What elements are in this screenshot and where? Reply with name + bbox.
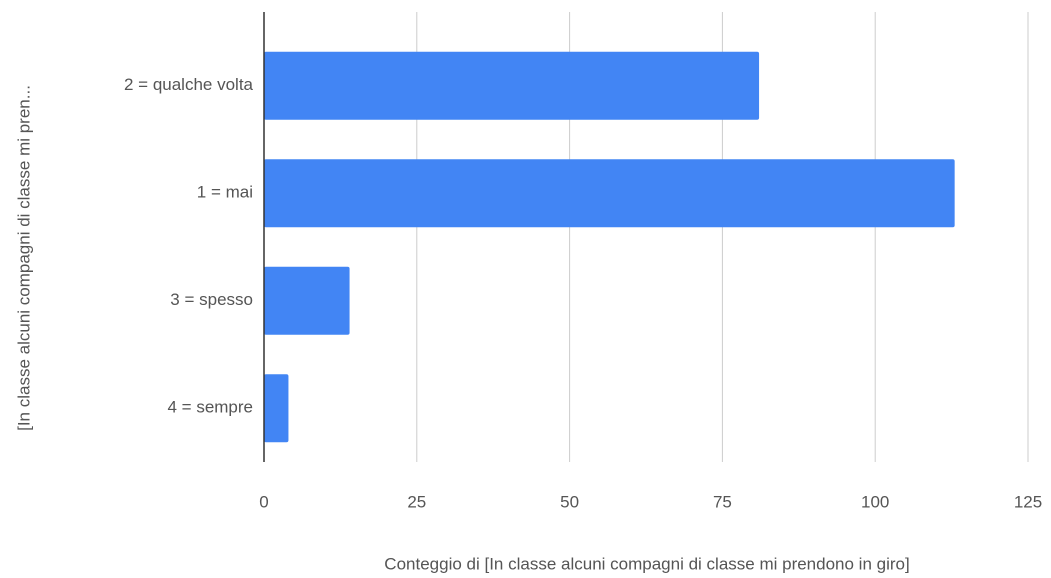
x-tick-label: 50 xyxy=(560,492,579,511)
y-tick-label: 2 = qualche volta xyxy=(124,75,254,94)
bar xyxy=(264,266,350,335)
x-tick-label: 25 xyxy=(407,492,426,511)
x-tick-label: 75 xyxy=(713,492,732,511)
y-tick-label: 4 = sempre xyxy=(167,398,253,417)
bar xyxy=(264,374,289,443)
bar xyxy=(264,51,760,120)
bar xyxy=(264,159,955,228)
x-tick-label: 125 xyxy=(1014,492,1042,511)
x-tick-label: 100 xyxy=(861,492,889,511)
y-tick-label: 1 = mai xyxy=(197,183,253,202)
x-axis-title: Conteggio di [In classe alcuni compagni … xyxy=(384,554,909,573)
y-tick-label: 3 = spesso xyxy=(170,290,253,309)
y-axis-title: [In classe alcuni compagni di classe mi … xyxy=(14,85,33,431)
x-tick-label: 0 xyxy=(259,492,268,511)
